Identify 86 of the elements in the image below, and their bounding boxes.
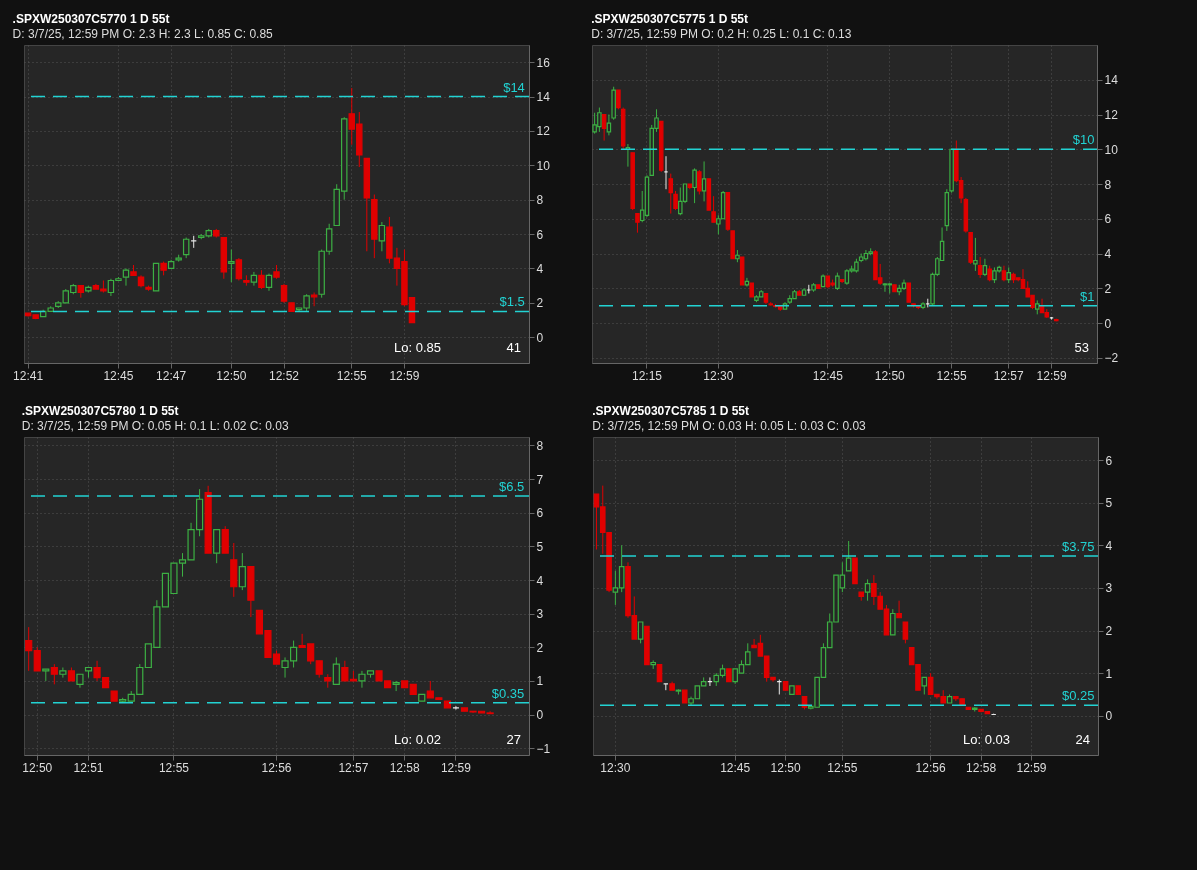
x-tick-label: 12:56 [915,760,946,775]
x-tick-label: 12:50 [22,760,53,775]
x-tick-label: 12:57 [993,368,1025,383]
y-tick-label: 4 [536,573,544,588]
chart-subtitle: D: 3/7/25, 12:59 PM O: 0.03 H: 0.05 L: 0.03 C: 0.03 [592,419,867,433]
annotation: 41 [506,340,521,355]
ref-line-label: $0.35 [491,685,525,701]
y-tick-label: 2 [536,640,544,655]
y-tick-label: 6 [536,227,544,242]
annotation: Lo: 0.02 [394,732,441,747]
y-tick-label: 12 [1104,108,1119,123]
y-tick-label: 3 [1105,581,1113,596]
annotation: 27 [506,732,521,747]
x-tick-label: 12:59 [389,368,420,383]
x-tick-label: 12:45 [720,760,751,775]
y-tick-label: 4 [1104,247,1112,262]
annotation: 53 [1074,340,1089,355]
annotation: Lo: 0.03 [963,732,1010,747]
chart-title: .SPXW250307C5780 1 D 55t [21,404,179,418]
x-tick-label: 12:50 [216,368,247,383]
y-tick-label: 7 [536,472,544,487]
x-tick-label: 12:15 [631,368,663,383]
y-tick-label: 10 [1104,142,1119,157]
y-tick-label: 16 [536,55,551,70]
x-tick-label: 12:47 [156,368,187,383]
ref-line-label: $10 [1072,132,1095,148]
y-tick-label: 14 [1104,73,1119,88]
y-tick-label: 0 [536,330,544,345]
y-tick-label: 6 [1105,453,1113,468]
y-tick-label: 2 [1104,281,1112,296]
x-tick-label: 12:55 [827,760,858,775]
x-tick-label: 12:50 [874,368,906,383]
x-tick-label: 12:30 [600,760,631,775]
ref-line-label: $6.5 [498,478,525,494]
x-tick-label: 12:59 [440,760,472,775]
ref-line-label: $1 [1079,288,1095,304]
chart-subtitle: D: 3/7/25, 12:59 PM O: 0.2 H: 0.25 L: 0.1 C: 0.13 [591,27,852,41]
y-tick-label: 6 [1104,212,1112,227]
x-tick-label: 12:55 [936,368,967,383]
y-tick-label: 1 [536,674,544,689]
y-tick-label: 8 [536,193,544,208]
y-tick-label: 3 [536,607,544,622]
x-tick-label: 12:45 [812,368,844,383]
y-tick-label: 14 [536,90,551,105]
y-tick-label: 0 [536,708,544,723]
chart-title: .SPXW250307C5775 1 D 55t [591,12,749,26]
x-tick-label: 12:59 [1016,760,1047,775]
annotation: 24 [1075,732,1090,747]
x-tick-label: 12:57 [338,760,369,775]
x-tick-label: 12:55 [158,760,190,775]
y-tick-label: 0 [1104,316,1112,331]
annotation: Lo: 0.85 [394,340,441,355]
x-tick-label: 12:41 [13,368,44,383]
chart-subtitle: D: 3/7/25, 12:59 PM O: 2.3 H: 2.3 L: 0.85 C: 0.85 [12,27,274,41]
y-tick-label: 5 [536,539,544,554]
y-tick-label: −2 [1104,351,1119,366]
ref-line-label: $0.25 [1061,688,1095,704]
y-tick-label: 10 [536,158,551,173]
y-tick-label: 4 [536,261,544,276]
x-tick-label: 12:30 [703,368,734,383]
y-tick-label: 0 [1105,709,1113,724]
y-tick-label: 12 [536,124,551,139]
chart-title: .SPXW250307C5770 1 D 55t [12,12,170,26]
x-tick-label: 12:55 [336,368,368,383]
x-tick-label: 12:58 [389,760,421,775]
x-tick-label: 12:45 [103,368,134,383]
ref-line-label: $1.5 [499,294,525,310]
x-tick-label: 12:52 [269,368,300,383]
x-tick-label: 12:50 [770,760,801,775]
chart-subtitle: D: 3/7/25, 12:59 PM O: 0.05 H: 0.1 L: 0.02 C: 0.03 [21,419,289,433]
y-tick-label: 1 [1105,666,1113,681]
y-tick-label: 2 [1105,624,1113,639]
x-tick-label: 12:56 [261,760,292,775]
chart-title: .SPXW250307C5785 1 D 55t [592,404,750,418]
y-tick-label: 8 [1104,177,1112,192]
x-tick-label: 12:51 [73,760,104,775]
y-tick-label: 4 [1105,538,1113,553]
x-tick-label: 12:59 [1036,368,1067,383]
y-tick-label: 2 [536,296,544,311]
y-tick-label: −1 [536,741,551,756]
y-tick-label: 5 [1105,496,1113,511]
y-tick-label: 8 [536,438,544,453]
x-tick-label: 12:58 [966,760,997,775]
ref-line-label: $3.75 [1061,538,1095,554]
y-tick-label: 6 [536,506,544,521]
ref-line-label: $14 [503,79,525,95]
